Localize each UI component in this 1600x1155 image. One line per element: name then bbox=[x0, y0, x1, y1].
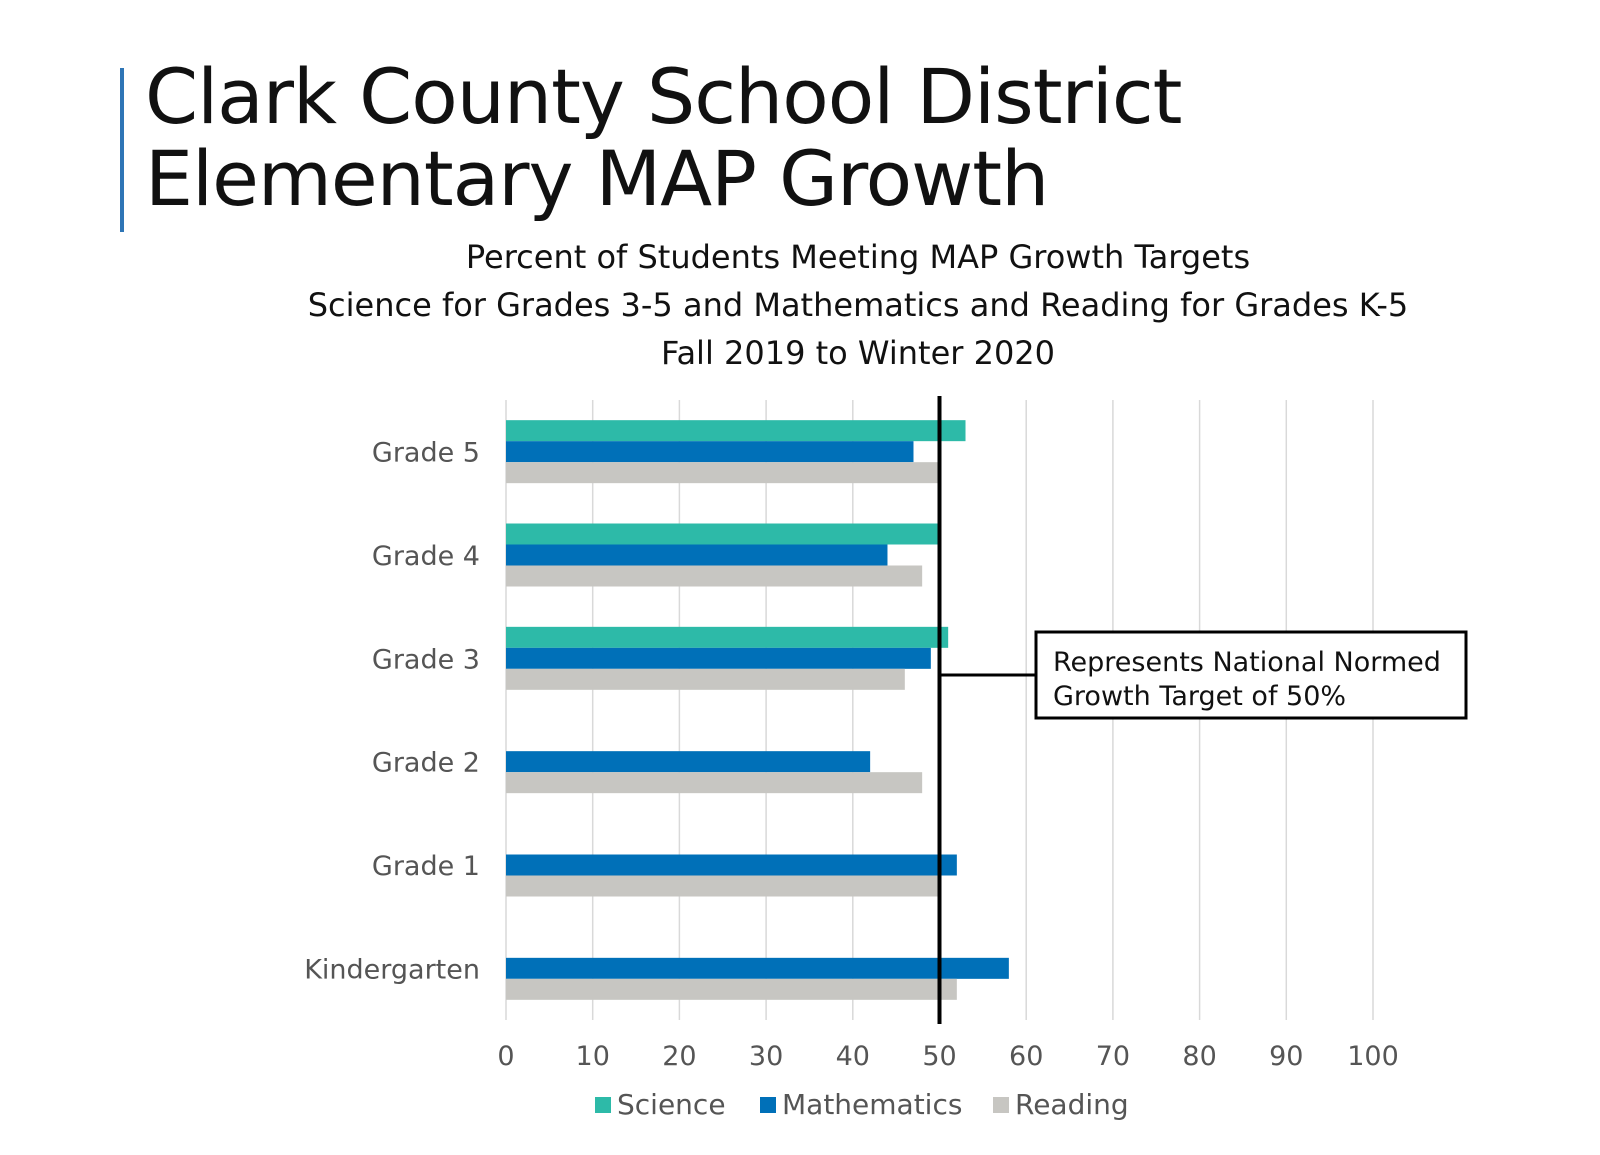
chart-title: Percent of Students Meeting MAP Growth T… bbox=[308, 238, 1409, 372]
bar-reading-grade-1 bbox=[506, 875, 940, 897]
bar-mathematics-kindergarten bbox=[506, 957, 1009, 979]
category-label-grade-4: Grade 4 bbox=[372, 541, 480, 572]
category-label-kindergarten: Kindergarten bbox=[304, 954, 480, 985]
bar-mathematics-grade-1 bbox=[506, 854, 957, 876]
slide-title: Clark County School District Elementary … bbox=[145, 52, 1182, 223]
x-tick-label-30: 30 bbox=[749, 1041, 783, 1072]
bar-reading-grade-4 bbox=[506, 565, 923, 587]
legend-label-mathematics: Mathematics bbox=[782, 1088, 962, 1121]
category-label-grade-2: Grade 2 bbox=[372, 748, 480, 779]
x-tick-label-80: 80 bbox=[1182, 1041, 1216, 1072]
x-tick-label-50: 50 bbox=[922, 1041, 956, 1072]
x-tick-label-90: 90 bbox=[1269, 1041, 1303, 1072]
x-tick-label-70: 70 bbox=[1096, 1041, 1130, 1072]
slide-title-line-2: Elementary MAP Growth bbox=[145, 134, 1049, 223]
annotation-callout: Represents National Normed Growth Target… bbox=[1034, 630, 1468, 720]
annotation-line-1: Represents National Normed bbox=[1053, 647, 1441, 678]
category-label-grade-5: Grade 5 bbox=[372, 438, 480, 469]
category-label-grade-1: Grade 1 bbox=[372, 851, 480, 882]
bar-reading-kindergarten bbox=[506, 978, 957, 1000]
legend-swatch-reading bbox=[993, 1097, 1009, 1113]
chart-title-line-3: Fall 2019 to Winter 2020 bbox=[661, 334, 1055, 372]
x-tick-label-40: 40 bbox=[836, 1041, 870, 1072]
bar-mathematics-grade-5 bbox=[506, 441, 914, 463]
category-label-grade-3: Grade 3 bbox=[372, 644, 480, 675]
chart-title-line-1: Percent of Students Meeting MAP Growth T… bbox=[466, 238, 1250, 276]
bar-mathematics-grade-4 bbox=[506, 544, 888, 566]
slide-title-line-1: Clark County School District bbox=[145, 52, 1182, 141]
legend-swatch-mathematics bbox=[760, 1097, 776, 1113]
bar-science-grade-3 bbox=[506, 626, 949, 648]
legend-label-science: Science bbox=[617, 1088, 726, 1121]
x-axis-tick-labels: 0 10 20 30 40 50 60 70 80 90 100 bbox=[497, 1041, 1398, 1072]
bar-mathematics-grade-3 bbox=[506, 647, 931, 669]
bar-science-grade-5 bbox=[506, 420, 966, 442]
x-tick-label-10: 10 bbox=[576, 1041, 610, 1072]
bars bbox=[506, 420, 1009, 1000]
bar-mathematics-grade-2 bbox=[506, 751, 871, 773]
bar-reading-grade-2 bbox=[506, 772, 923, 794]
category-labels: Grade 5 Grade 4 Grade 3 Grade 2 Grade 1 Kinde… bbox=[304, 438, 480, 986]
title-accent-bar bbox=[120, 68, 124, 232]
x-tick-label-60: 60 bbox=[1009, 1041, 1043, 1072]
x-tick-label-0: 0 bbox=[497, 1041, 514, 1072]
annotation-line-2: Growth Target of 50% bbox=[1053, 681, 1346, 712]
legend-label-reading: Reading bbox=[1015, 1088, 1129, 1121]
legend-swatch-science bbox=[595, 1097, 611, 1113]
legend: Science Mathematics Reading bbox=[595, 1088, 1129, 1121]
x-tick-label-100: 100 bbox=[1347, 1041, 1399, 1072]
x-tick-label-20: 20 bbox=[662, 1041, 696, 1072]
bar-reading-grade-5 bbox=[506, 462, 940, 484]
annotation-box bbox=[1034, 630, 1468, 720]
bar-reading-grade-3 bbox=[506, 668, 905, 690]
bar-science-grade-4 bbox=[506, 523, 940, 545]
reference-line-group bbox=[937, 396, 1036, 1024]
chart-title-line-2: Science for Grades 3-5 and Mathematics a… bbox=[308, 286, 1409, 324]
